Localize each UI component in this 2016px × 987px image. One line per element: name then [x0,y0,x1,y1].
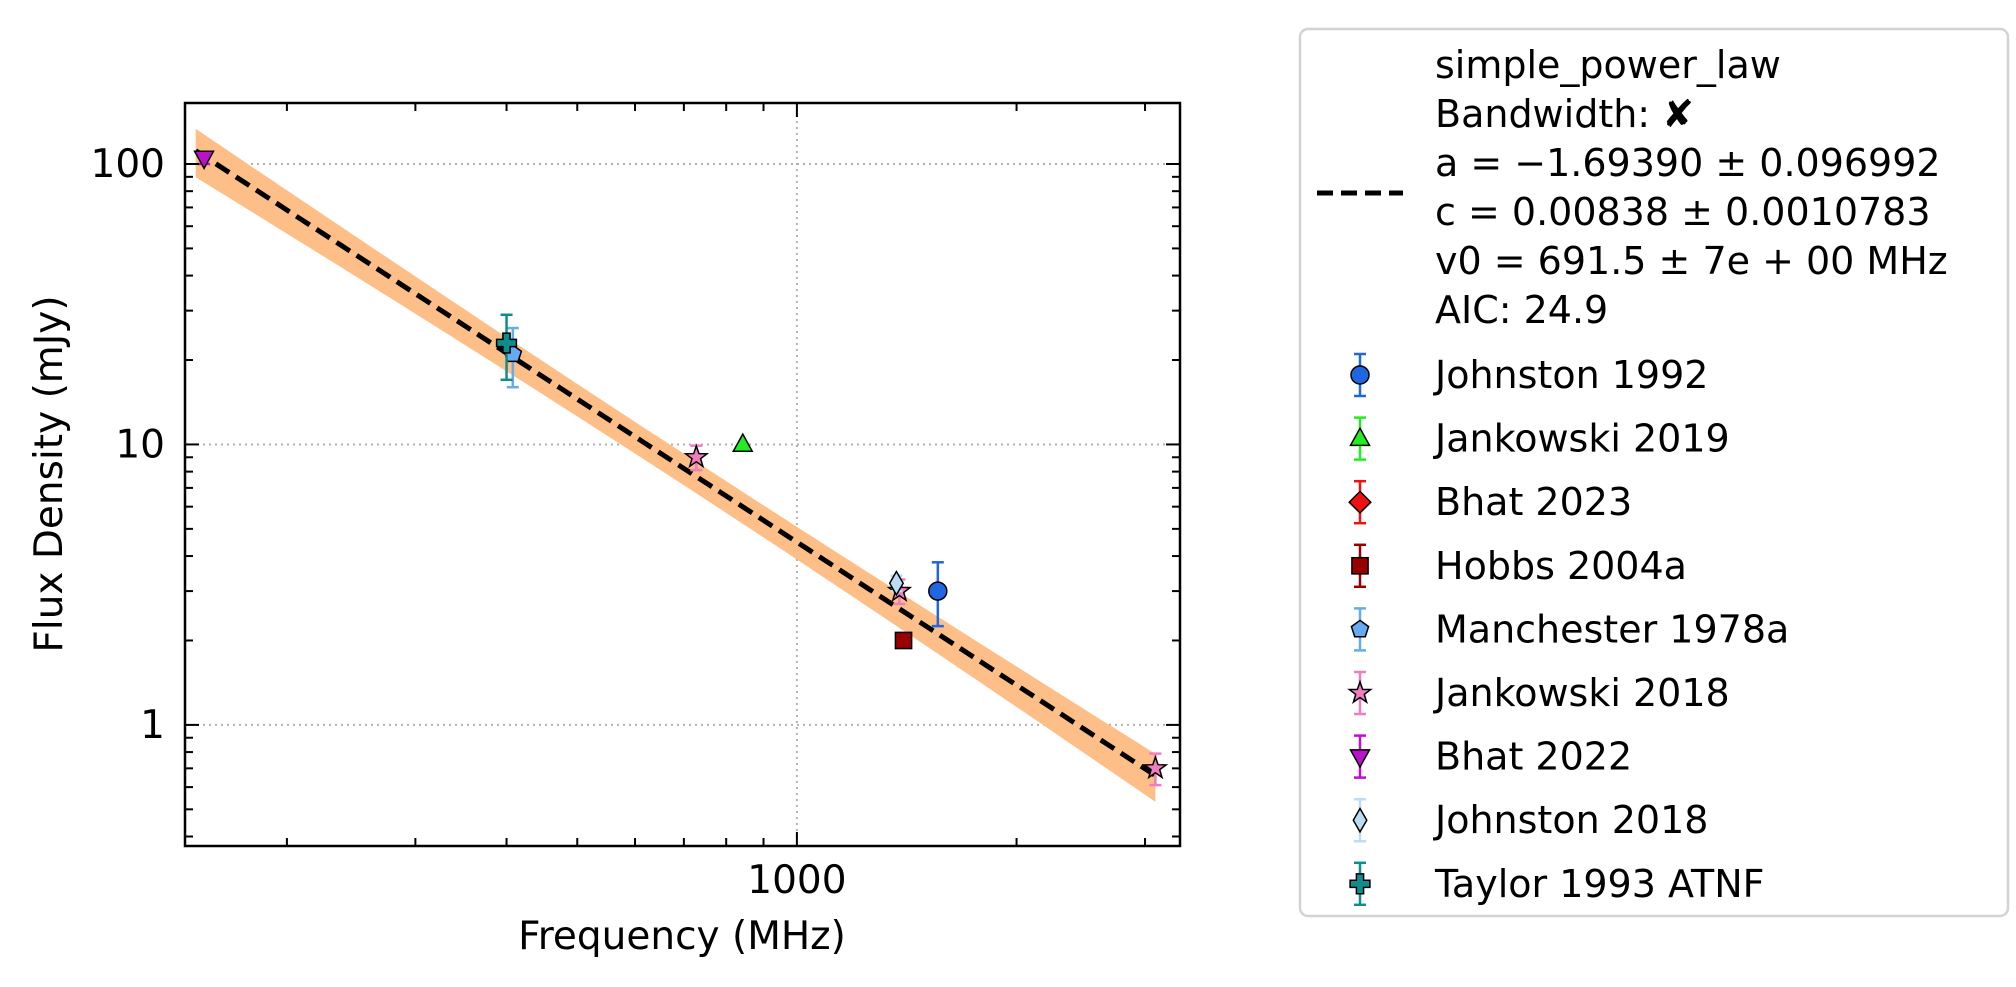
legend-label: Hobbs 2004a [1435,544,1687,588]
legend-fit-text-line: a = −1.69390 ± 0.096992 [1435,141,1941,185]
fit-uncertainty-band [195,128,1156,802]
legend-marker [1349,426,1371,447]
legend-fit-text-line: simple_power_law [1435,43,1781,87]
legend-label: Taylor 1993 ATNF [1434,862,1765,906]
legend-fit-text-line: Bandwidth: ✘ [1435,92,1694,136]
legend: simple_power_law Bandwidth: ✘ a = −1.69390… [1298,27,2010,918]
data-point [888,569,905,597]
legend-label: Johnston 1992 [1433,353,1708,397]
legend-marker [1350,365,1370,385]
legend-label: Bhat 2023 [1435,480,1632,524]
legend-fit-text-line: c = 0.00838 ± 0.0010783 [1435,190,1931,234]
data-point [193,150,215,170]
legend-marker [1349,873,1371,895]
x-tick-label: 1000 [747,858,846,903]
legend-label: Jankowski 2019 [1433,417,1730,461]
grid-lines [185,103,1180,846]
legend-marker [1347,679,1373,704]
legend-label: Manchester 1978a [1435,607,1789,651]
data-point [495,332,518,354]
legend-fit-text-line: v0 = 691.5 ± 7e + 00 MHz [1435,239,1948,283]
data-point [1142,754,1169,780]
legend-marker [1352,806,1368,834]
x-axis-label: Frequency (MHz) [518,914,846,959]
data-point [732,432,754,452]
data-point [683,443,710,469]
data-point [928,581,948,601]
legend-marker [1348,490,1372,515]
legend-fit-text-line: AIC: 24.9 [1435,288,1608,332]
axis-ticks [185,103,1180,846]
legend-marker [1349,749,1371,769]
y-axis-label: Flux Density (mJy) [27,295,72,652]
legend-box [1298,27,2010,918]
legend-label: Johnston 2018 [1433,798,1708,842]
tick-labels: 1 10 100 1000 [91,142,847,903]
y-tick-label: 1 [140,703,165,748]
y-tick-label: 10 [115,422,165,467]
plot-frame [183,101,1182,848]
data-point [894,631,913,650]
legend-label: Bhat 2022 [1435,735,1632,779]
legend-label: Jankowski 2018 [1433,671,1730,715]
fit-layer [194,128,1157,802]
y-tick-label: 100 [91,142,165,187]
data-points [193,150,1169,787]
legend-marker [1351,556,1369,575]
legend-marker [1350,619,1370,638]
